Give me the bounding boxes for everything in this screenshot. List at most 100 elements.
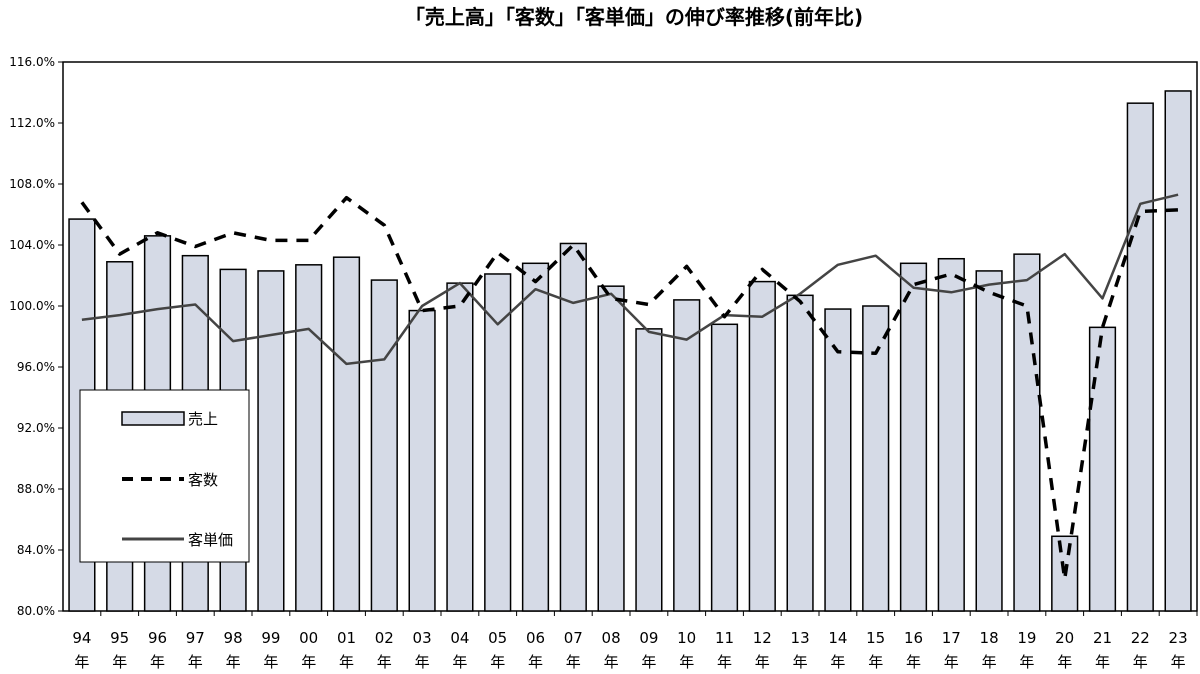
x-tick-suffix: 年 xyxy=(641,653,656,671)
x-tick-label: 06 xyxy=(526,629,545,647)
bar-sales xyxy=(1088,326,1117,612)
x-tick-suffix: 年 xyxy=(112,653,127,671)
x-tick-label: 00 xyxy=(299,629,318,647)
x-tick-suffix: 年 xyxy=(906,653,921,671)
bar-sales xyxy=(824,308,852,612)
x-tick-label: 18 xyxy=(980,629,999,647)
legend-swatch-sales xyxy=(121,411,185,426)
x-tick-label: 95 xyxy=(110,629,129,647)
x-tick-suffix: 年 xyxy=(1057,653,1072,671)
bar-sales xyxy=(559,242,587,612)
x-tick-label: 16 xyxy=(904,629,923,647)
x-tick-suffix: 年 xyxy=(226,653,241,671)
legend-label-sales: 売上 xyxy=(188,410,218,428)
bar-sales xyxy=(975,270,1003,612)
x-tick-suffix: 年 xyxy=(717,653,732,671)
x-tick-suffix: 年 xyxy=(150,653,165,671)
x-tick-suffix: 年 xyxy=(566,653,581,671)
x-tick-suffix: 年 xyxy=(301,653,316,671)
x-tick-label: 21 xyxy=(1093,629,1112,647)
x-tick-label: 02 xyxy=(375,629,394,647)
x-tick-label: 13 xyxy=(791,629,810,647)
y-tick-label: 96.0% xyxy=(17,360,55,374)
x-tick-suffix: 年 xyxy=(415,653,430,671)
x-tick-label: 17 xyxy=(942,629,961,647)
x-tick-label: 03 xyxy=(413,629,432,647)
plot-area xyxy=(62,61,1198,612)
legend-label-unit-price: 客単価 xyxy=(188,531,233,549)
x-tick-label: 12 xyxy=(753,629,772,647)
bar-sales xyxy=(408,309,436,612)
x-tick-label: 14 xyxy=(828,629,847,647)
x-tick-suffix: 年 xyxy=(1171,653,1186,671)
x-axis: 94 年 95 年 96 年 97 年 98 年 99 年 00 年 01 年 02 年 03 年 04 年 05 年 06 年 0… xyxy=(72,611,1198,671)
chart-title: 「売上高」「客数」「客単価」の伸び率推移(前年比) xyxy=(405,5,863,29)
bar-sales xyxy=(370,279,398,612)
y-tick-label: 92.0% xyxy=(17,421,55,435)
x-tick-label: 07 xyxy=(564,629,583,647)
x-tick-suffix: 年 xyxy=(982,653,997,671)
legend: 売上 客数 客単価 xyxy=(79,389,250,563)
bar-sales xyxy=(748,280,776,612)
x-tick-suffix: 年 xyxy=(944,653,959,671)
bar-sales xyxy=(673,299,701,612)
x-tick-label: 19 xyxy=(1017,629,1036,647)
bar-sales xyxy=(786,294,814,612)
bar-sales xyxy=(295,264,323,612)
line-customers xyxy=(80,195,1179,581)
bar-sales xyxy=(710,323,739,612)
x-tick-suffix: 年 xyxy=(1019,653,1034,671)
x-tick-suffix: 年 xyxy=(528,653,543,671)
x-tick-label: 08 xyxy=(602,629,621,647)
x-tick-suffix: 年 xyxy=(755,653,770,671)
bar-sales xyxy=(597,285,625,612)
x-tick-suffix: 年 xyxy=(1133,653,1148,671)
y-tick-label: 104.0% xyxy=(9,238,55,252)
bar-sales xyxy=(521,262,550,612)
bar-sales xyxy=(635,328,663,612)
x-tick-label: 11 xyxy=(715,629,734,647)
y-tick-label: 100.0% xyxy=(9,299,55,313)
x-tick-suffix: 年 xyxy=(339,653,354,671)
x-tick-suffix: 年 xyxy=(452,653,467,671)
y-tick-label: 80.0% xyxy=(17,604,55,618)
bar-sales xyxy=(862,305,890,612)
x-tick-label: 23 xyxy=(1169,629,1188,647)
x-tick-suffix: 年 xyxy=(377,653,392,671)
y-tick-label: 84.0% xyxy=(17,543,55,557)
y-tick-label: 112.0% xyxy=(9,116,55,130)
bar-sales xyxy=(1013,253,1041,612)
bar-sales xyxy=(899,262,928,612)
x-tick-label: 04 xyxy=(450,629,469,647)
legend-label-customers: 客数 xyxy=(188,471,218,489)
bar-sales xyxy=(484,273,512,612)
x-tick-label: 96 xyxy=(148,629,167,647)
x-tick-label: 05 xyxy=(488,629,507,647)
x-tick-suffix: 年 xyxy=(188,653,203,671)
x-tick-label: 97 xyxy=(186,629,205,647)
bar-sales xyxy=(257,270,285,612)
x-tick-suffix: 年 xyxy=(604,653,619,671)
bar-sales xyxy=(1164,90,1192,612)
line-series xyxy=(80,193,1179,581)
x-tick-suffix: 年 xyxy=(679,653,694,671)
x-tick-label: 10 xyxy=(677,629,696,647)
line-unit-price xyxy=(81,193,1179,366)
bar-sales xyxy=(937,257,965,612)
x-tick-suffix: 年 xyxy=(868,653,883,671)
x-tick-suffix: 年 xyxy=(1095,653,1110,671)
x-tick-label: 09 xyxy=(639,629,658,647)
y-axis: 80.0% 84.0% 88.0% 92.0% 96.0% 100.0% 104.0% 108… xyxy=(9,55,63,618)
bar-sales xyxy=(1126,102,1154,612)
x-tick-suffix: 年 xyxy=(793,653,808,671)
y-tick-label: 108.0% xyxy=(9,177,55,191)
x-tick-label: 01 xyxy=(337,629,356,647)
y-tick-label: 88.0% xyxy=(17,482,55,496)
x-tick-label: 15 xyxy=(866,629,885,647)
x-tick-label: 98 xyxy=(224,629,243,647)
x-tick-label: 99 xyxy=(261,629,280,647)
x-tick-suffix: 年 xyxy=(830,653,845,671)
bar-series xyxy=(68,90,1192,612)
x-tick-suffix: 年 xyxy=(263,653,278,671)
